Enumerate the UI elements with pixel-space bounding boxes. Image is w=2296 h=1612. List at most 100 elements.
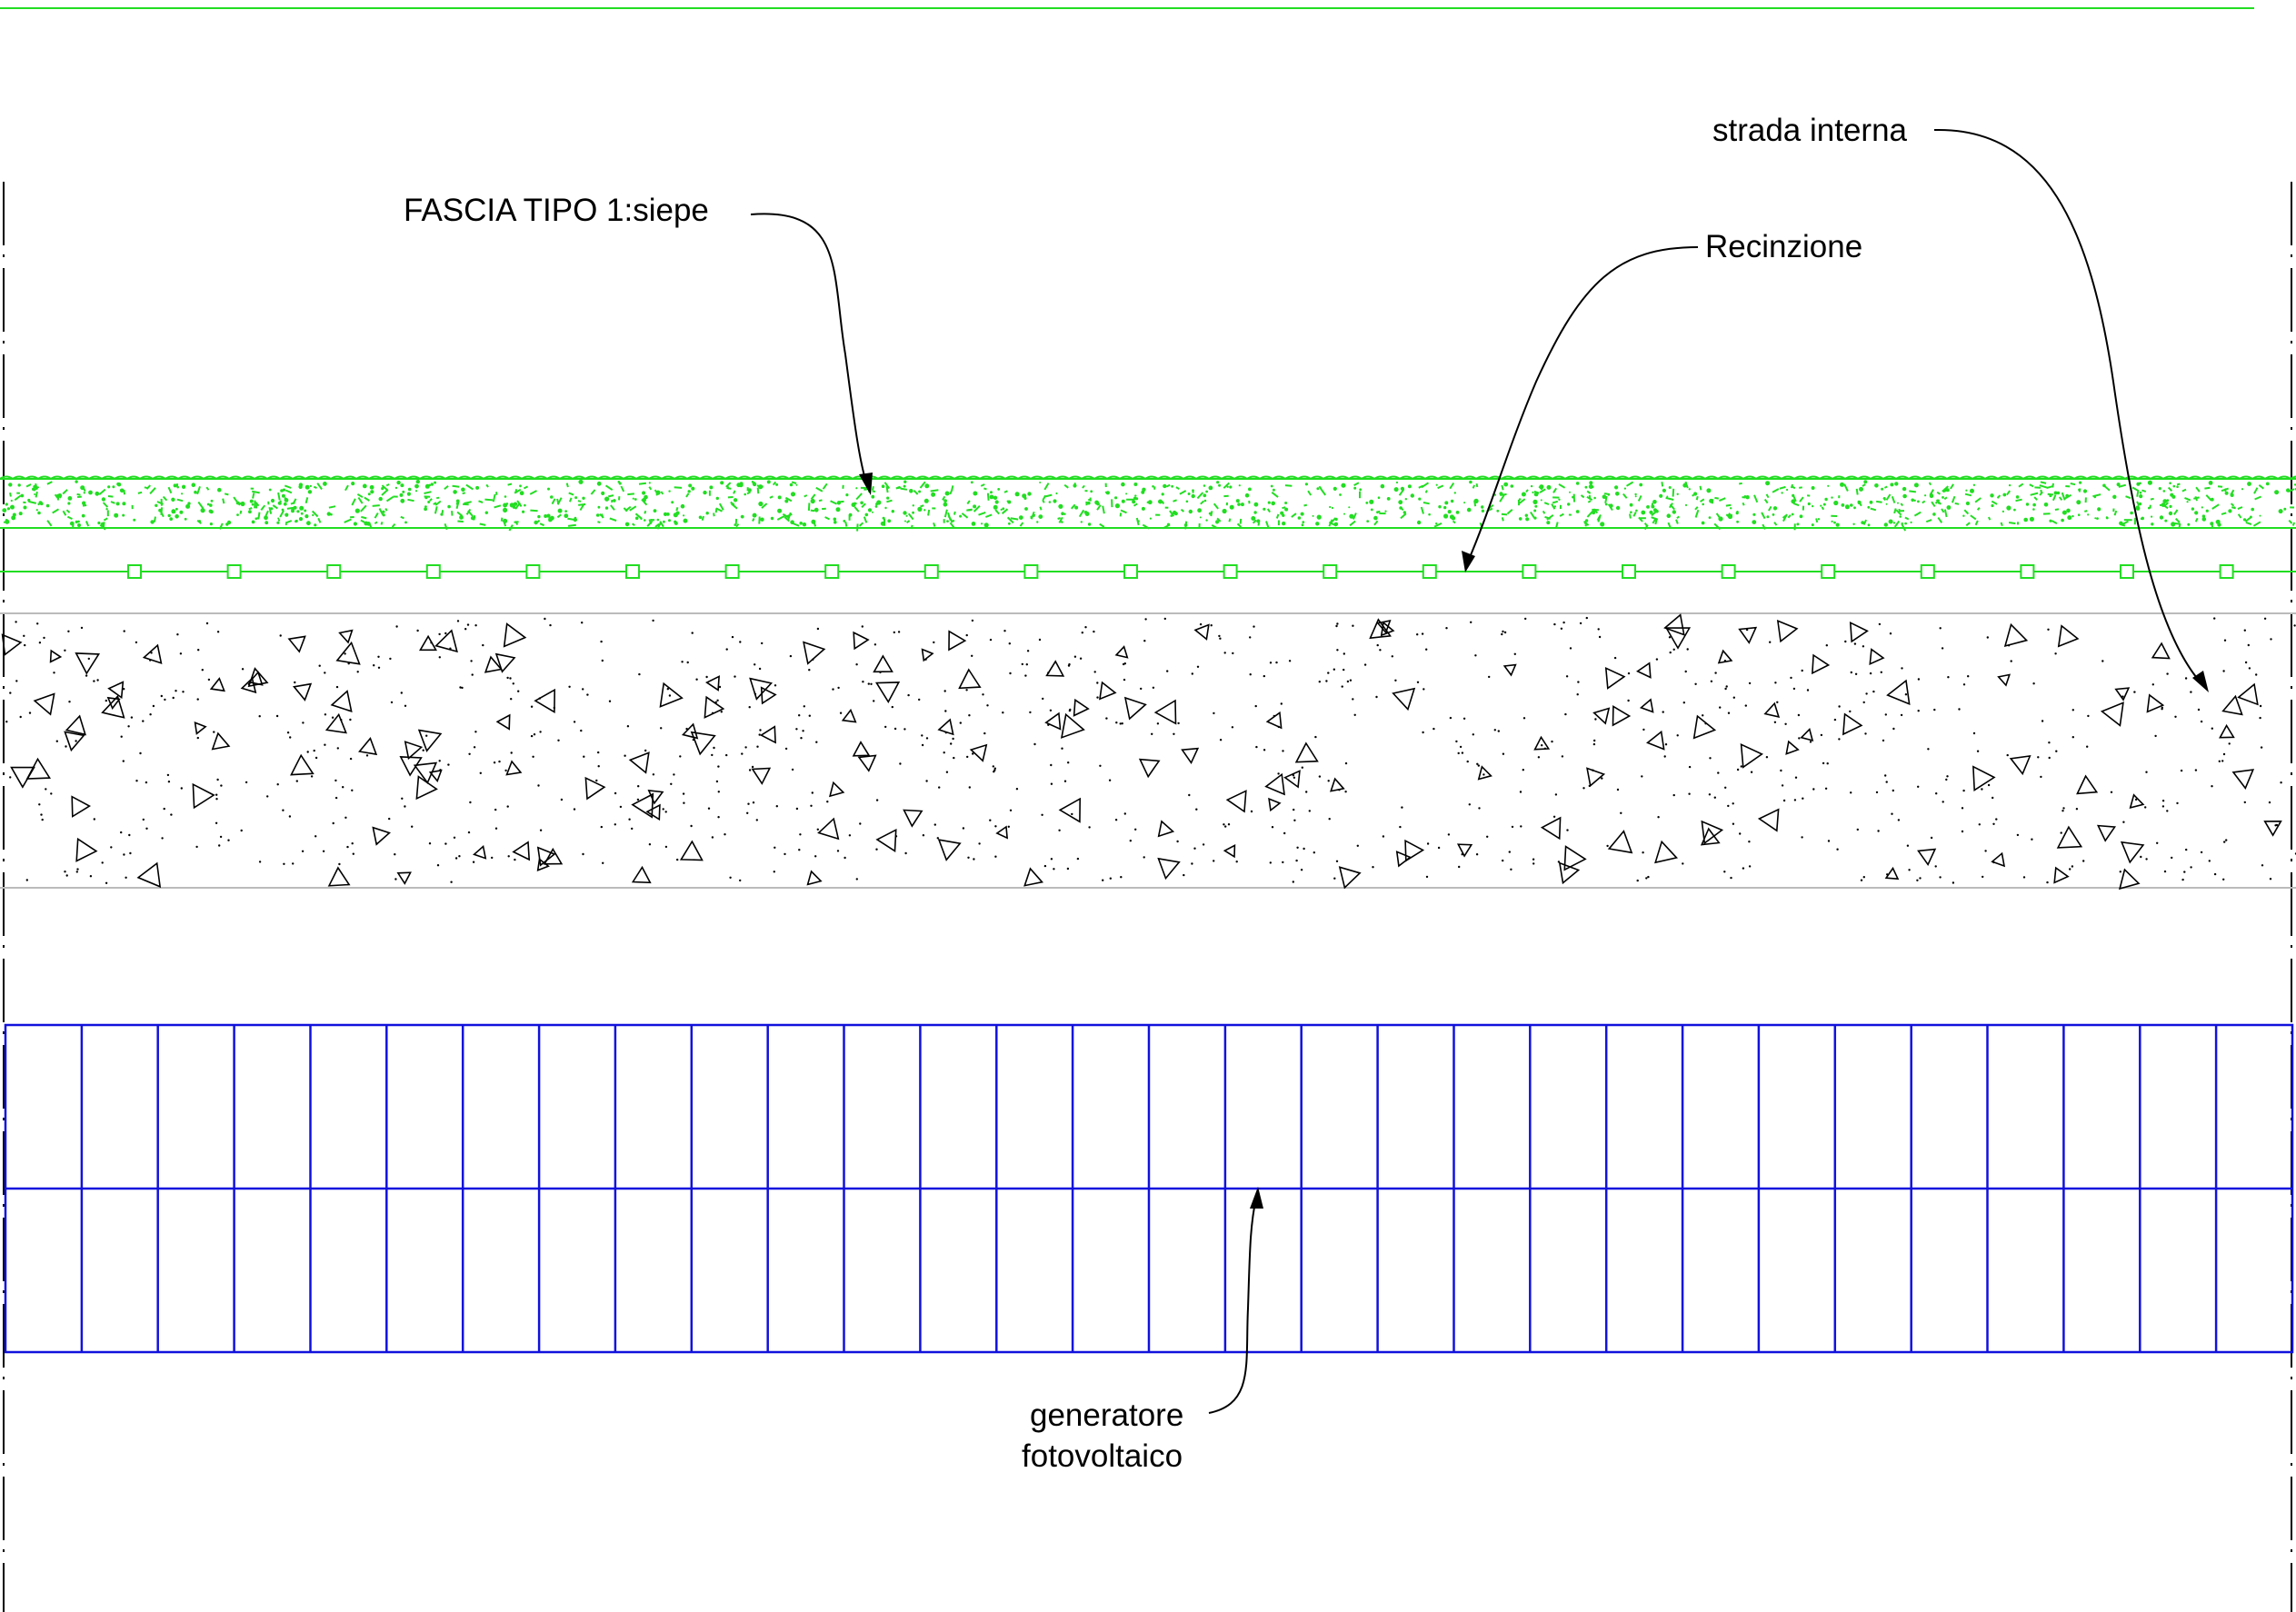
gravel-dot — [2110, 791, 2113, 793]
gravel-dot — [142, 720, 145, 722]
hedge-dot — [1634, 495, 1637, 498]
hedge-stroke — [381, 489, 388, 496]
gravel-dot — [837, 686, 840, 690]
gravel-stone — [2129, 793, 2145, 810]
hedge-stroke — [237, 502, 242, 506]
hedge-dot — [366, 522, 371, 525]
hedge-stroke — [674, 486, 683, 489]
hedge-stroke — [815, 486, 824, 493]
gravel-dot — [356, 671, 359, 673]
gravel-dot — [1049, 709, 1053, 711]
hedge-dot — [353, 522, 357, 526]
fence-post — [525, 564, 541, 579]
hedge-dot — [1615, 492, 1620, 496]
hedge-dot — [1614, 485, 1619, 490]
hedge-dot — [1701, 521, 1705, 525]
hedge-dot — [2161, 503, 2166, 507]
hedge-stroke — [567, 517, 576, 522]
hedge-stroke — [1433, 522, 1442, 528]
hedge-dot — [1142, 487, 1146, 492]
gravel-stone — [921, 648, 934, 662]
gravel-dot — [166, 773, 170, 777]
gravel-dot — [1333, 877, 1336, 880]
hedge-dot — [1932, 512, 1936, 516]
gravel-dot — [474, 624, 477, 627]
gravel-dot — [597, 765, 600, 768]
hedge-dot — [208, 509, 213, 513]
hedge-dot — [298, 483, 304, 487]
gravel-stone — [2146, 693, 2165, 713]
hedge-stroke — [1974, 497, 1982, 503]
gravel-dot — [803, 705, 805, 708]
gravel-dot — [240, 829, 243, 832]
hedge-stroke — [56, 494, 60, 501]
hedge-stroke — [660, 491, 664, 495]
hedge-dot — [891, 510, 894, 513]
hedge-dot — [5, 519, 8, 522]
fence-post — [425, 564, 441, 579]
hedge-stroke — [900, 487, 908, 491]
gravel-dot — [207, 678, 211, 682]
gravel-dot — [1041, 813, 1043, 816]
gravel-dot — [197, 649, 200, 652]
gravel-dot — [816, 828, 819, 831]
gravel-dot — [758, 667, 762, 671]
hedge-dot — [455, 502, 459, 505]
gravel-stone — [969, 743, 988, 762]
hedge-dot — [617, 481, 621, 483]
hedge-stroke — [1965, 522, 1971, 527]
gravel-dot — [506, 805, 509, 808]
gravel-stone — [841, 708, 857, 723]
hedge-stroke — [1996, 494, 2002, 499]
gravel-dot — [1250, 810, 1253, 813]
gravel-dot — [1344, 761, 1348, 765]
hedge-dot — [1888, 519, 1893, 524]
hedge-stroke — [2193, 496, 2200, 500]
hedge-dot — [2278, 509, 2283, 514]
hedge-dot — [1008, 522, 1011, 525]
gravel-dot — [2190, 866, 2192, 869]
gravel-dot — [959, 721, 963, 724]
hedge-stroke — [854, 506, 860, 512]
hedge-dot — [27, 498, 31, 503]
gravel-dot — [15, 680, 18, 682]
hedge-dot — [912, 504, 914, 507]
gravel-stone — [10, 766, 35, 789]
hedge-stroke — [1891, 495, 1896, 503]
hedge-stroke — [813, 522, 817, 527]
gravel-dot — [456, 620, 460, 622]
gravel-dot — [149, 713, 152, 716]
hedge-stroke — [2136, 490, 2140, 497]
hedge-stroke — [1102, 505, 1105, 514]
hedge-dot — [1970, 488, 1974, 493]
hedge-stroke — [859, 522, 864, 527]
gravel-dot — [1725, 685, 1728, 688]
gravel-dot — [2270, 638, 2272, 641]
hedge-stroke — [1042, 499, 1045, 503]
gravel-stone — [1701, 820, 1724, 845]
gravel-dot — [1050, 763, 1053, 767]
hedge-stroke — [1223, 482, 1230, 489]
gravel-dot — [773, 871, 775, 873]
hedge-dot — [1208, 512, 1212, 515]
gravel-dot — [416, 629, 419, 632]
hedge-dot — [574, 496, 578, 500]
hedge-dot — [989, 494, 994, 500]
hedge-stroke — [568, 492, 574, 496]
gravel-dot — [436, 864, 440, 867]
hedge-dot — [1546, 521, 1551, 525]
hedge-dot — [1883, 522, 1888, 527]
gravel-dot — [624, 754, 626, 757]
hedge-stroke — [978, 511, 986, 516]
hedge-dot — [424, 505, 427, 508]
hedge-stroke — [372, 504, 380, 507]
hedge-dot — [185, 503, 191, 509]
gravel-dot — [1163, 617, 1167, 621]
hedge-dot — [1447, 510, 1452, 514]
gravel-dot — [662, 808, 664, 811]
hedge-stroke — [905, 520, 911, 523]
gravel-dot — [1372, 866, 1374, 869]
gravel-stone — [806, 870, 823, 886]
gravel-dot — [110, 846, 113, 849]
hedge-dot — [2151, 522, 2154, 526]
